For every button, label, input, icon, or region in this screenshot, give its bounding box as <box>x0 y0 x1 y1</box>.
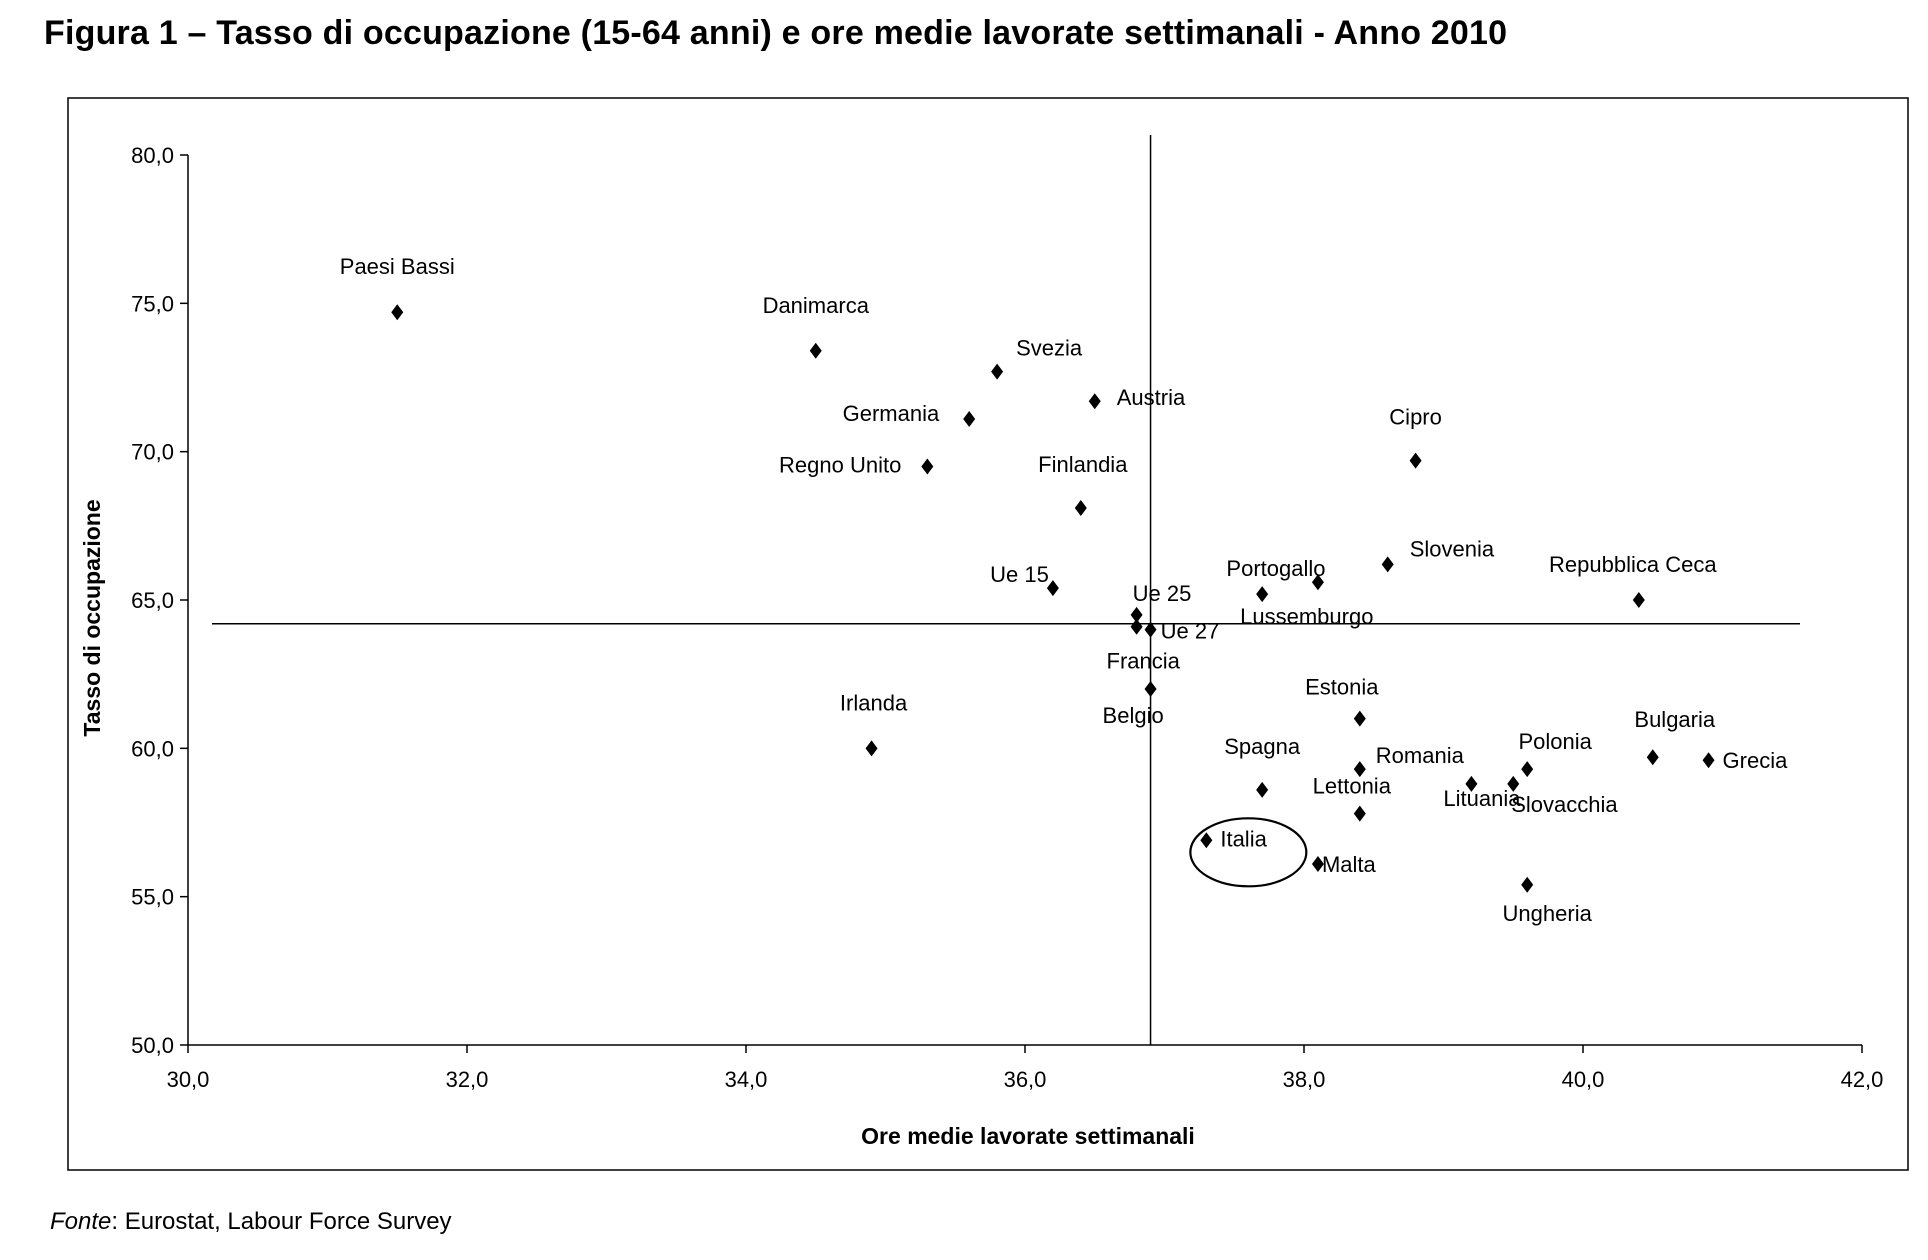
highlight-ellipse <box>1189 817 1308 888</box>
source-text: : Eurostat, Labour Force Survey <box>111 1208 452 1235</box>
data-point-marker <box>1130 618 1143 635</box>
data-label: Ue 15 <box>990 562 1049 587</box>
data-point-marker <box>1088 393 1101 410</box>
data-label: Romania <box>1376 743 1465 768</box>
data-point-marker <box>1130 606 1143 623</box>
x-axis-label: Ore medie lavorate settimanali <box>861 1123 1195 1149</box>
y-tick-label: 70,0 <box>131 440 174 465</box>
data-point-marker <box>1521 761 1534 778</box>
x-tick-label: 42,0 <box>1841 1067 1884 1092</box>
y-tick-label: 80,0 <box>131 143 174 168</box>
data-point-marker <box>1409 452 1422 469</box>
data-labels: Paesi Bassi Danimarca Svezia Germania Austri… <box>340 254 1788 926</box>
data-label: Portogallo <box>1226 556 1325 581</box>
data-label: Francia <box>1107 649 1181 674</box>
data-point-marker <box>1311 574 1324 591</box>
data-point-marker <box>1632 592 1645 608</box>
axes: 50,0 55,0 60,0 65,0 70,0 75,0 80,0 30,0 32,0 34,0… <box>131 143 1883 1092</box>
data-label: Ungheria <box>1503 901 1593 926</box>
source-label: Fonte <box>50 1208 112 1235</box>
data-point-marker <box>1074 500 1087 517</box>
x-tick-label: 38,0 <box>1283 1067 1326 1092</box>
x-tick-label: 40,0 <box>1562 1067 1605 1092</box>
scatter-chart: 50,0 55,0 60,0 65,0 70,0 75,0 80,0 30,0 32,0 34,0… <box>67 97 1909 1171</box>
data-label: Bulgaria <box>1634 707 1715 732</box>
data-point-marker <box>1521 876 1534 893</box>
data-label: Lussemburgo <box>1240 604 1373 629</box>
x-tick-label: 34,0 <box>725 1067 768 1092</box>
data-label: Spagna <box>1224 734 1301 759</box>
data-label: Lettonia <box>1313 774 1392 799</box>
data-label: Slovenia <box>1410 536 1495 561</box>
data-point-marker <box>809 342 822 359</box>
data-point-marker <box>1507 775 1520 792</box>
y-tick-label: 75,0 <box>131 291 174 316</box>
data-point-marker <box>1353 710 1366 727</box>
data-point-marker <box>1046 580 1059 597</box>
y-tick-label: 55,0 <box>131 885 174 910</box>
source-note: Fonte: Eurostat, Labour Force Survey <box>50 1208 452 1236</box>
data-label: Finlandia <box>1038 452 1128 477</box>
data-point-marker <box>1353 805 1366 822</box>
data-point-marker <box>1465 775 1478 792</box>
data-point-marker <box>991 363 1004 380</box>
y-tick-label: 60,0 <box>131 736 174 761</box>
y-tick-label: 50,0 <box>131 1033 174 1058</box>
data-label: Ue 25 <box>1133 581 1192 606</box>
data-points <box>391 304 1715 893</box>
data-label: Germania <box>843 401 940 426</box>
data-label: Regno Unito <box>779 453 901 478</box>
data-label: Malta <box>1322 852 1377 877</box>
data-point-marker <box>865 740 878 757</box>
y-axis-label: Tasso di occupazione <box>79 499 105 736</box>
data-label: Cipro <box>1389 405 1442 430</box>
data-point-marker <box>963 411 976 428</box>
data-point-marker <box>1646 749 1659 766</box>
data-point-marker <box>391 304 404 321</box>
data-label: Svezia <box>1016 336 1083 361</box>
data-point-marker <box>1311 856 1324 873</box>
data-point-marker <box>1256 781 1269 798</box>
data-label: Belgio <box>1103 703 1164 728</box>
data-label: Paesi Bassi <box>340 254 455 279</box>
x-tick-label: 32,0 <box>446 1067 489 1092</box>
reference-lines <box>212 135 1800 1045</box>
data-label: Italia <box>1220 826 1267 851</box>
data-label: Polonia <box>1519 729 1593 754</box>
x-tick-label: 30,0 <box>167 1067 210 1092</box>
y-tick-label: 65,0 <box>131 588 174 613</box>
data-label: Ue 27 <box>1161 619 1220 644</box>
data-point-marker <box>921 458 934 475</box>
data-point-marker <box>1144 621 1157 638</box>
data-label: Slovacchia <box>1511 792 1618 817</box>
data-point-marker <box>1381 556 1394 573</box>
data-label: Estonia <box>1305 675 1379 700</box>
x-tick-label: 36,0 <box>1004 1067 1047 1092</box>
data-point-marker <box>1353 761 1366 778</box>
data-label: Repubblica Ceca <box>1549 552 1717 577</box>
data-label: Irlanda <box>840 690 908 715</box>
chart-frame <box>67 97 1909 1171</box>
data-point-marker <box>1256 586 1269 603</box>
data-point-marker <box>1200 832 1213 849</box>
data-label: Lituania <box>1443 786 1521 811</box>
data-point-marker <box>1702 752 1715 769</box>
data-label: Grecia <box>1723 748 1789 773</box>
data-label: Danimarca <box>763 293 870 318</box>
data-point-marker <box>1144 681 1157 697</box>
figure-title: Figura 1 – Tasso di occupazione (15-64 a… <box>44 14 1508 52</box>
data-label: Austria <box>1117 385 1186 410</box>
